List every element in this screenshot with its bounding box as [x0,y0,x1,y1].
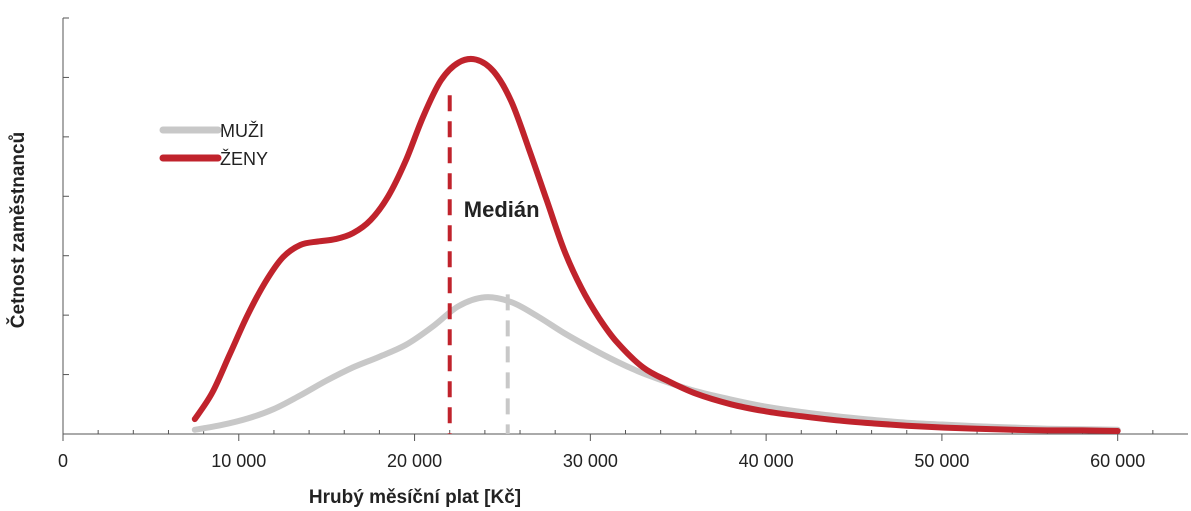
x-ticks [62,434,1119,441]
series-line-muzi [191,294,1121,433]
series-line-zeny [191,55,1121,434]
x-tick-label-2: 20 000 [387,451,442,471]
x-tick-label-6: 60 000 [1090,451,1145,471]
axes: 0 10 000 20 000 30 000 40 000 50 000 60 000 [58,17,1188,471]
x-axis-title: Hrubý měsíční plat [Kč] [309,487,521,508]
x-tick-label-1: 10 000 [211,451,266,471]
y-axis-title: Četnost zaměstnanců [7,132,29,328]
median-lines [447,95,510,434]
x-tick-label-0: 0 [58,451,68,471]
x-tick-label-5: 50 000 [914,451,969,471]
median-annotation: Medián [464,197,540,222]
series-lines [191,55,1121,434]
x-tick-labels: 0 10 000 20 000 30 000 40 000 50 000 60 000 [58,451,1145,471]
legend: MUŽI ŽENY [159,121,268,169]
x-tick-label-4: 40 000 [739,451,794,471]
legend-label-zeny: ŽENY [220,149,268,169]
y-ticks [63,17,69,435]
legend-label-muzi: MUŽI [220,121,264,141]
x-tick-label-3: 30 000 [563,451,618,471]
